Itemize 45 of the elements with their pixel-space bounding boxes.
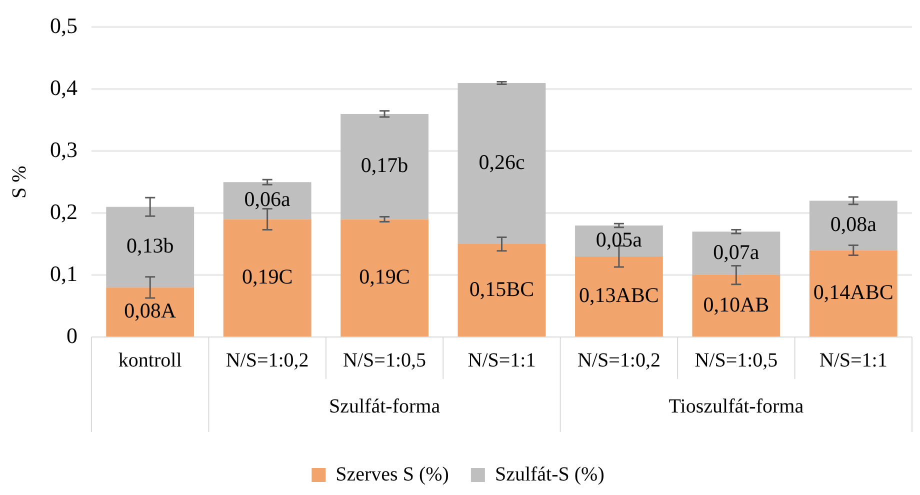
y-tick-label: 0,3	[50, 136, 78, 162]
x-tick-label: N/S=1:0,2	[226, 349, 309, 372]
data-label: 0,10AB	[703, 292, 770, 316]
data-label: 0,08a	[830, 212, 878, 236]
y-axis-title: S %	[8, 166, 30, 198]
text: Tioszulfát-forma	[668, 395, 804, 418]
bar	[223, 219, 312, 336]
bar	[340, 219, 428, 336]
bar	[106, 287, 194, 336]
bar	[458, 82, 546, 244]
y-tick-label: 0,1	[50, 260, 78, 286]
bar	[809, 250, 898, 336]
data-label: 0,05a	[596, 227, 643, 252]
legend-label: Szulfát-S (%)	[494, 463, 604, 486]
data-label: 0,19C	[359, 264, 410, 288]
text: Szulfát-forma	[328, 395, 440, 418]
data-label: 0,17b	[360, 153, 408, 178]
data-label: 0,15BC	[469, 276, 534, 301]
data-label: 0,13ABC	[578, 282, 659, 307]
data-label: 0,26c	[478, 150, 525, 174]
y-tick-label: 0	[66, 322, 78, 348]
bar	[692, 232, 780, 276]
bar	[458, 244, 546, 336]
x-tick-label: N/S=1:0,5	[343, 349, 426, 372]
bar	[575, 256, 663, 336]
bar	[106, 206, 194, 288]
data-label: 0,06a	[244, 187, 292, 212]
legend-label: Szerves S (%)	[336, 463, 449, 486]
data-label: 0,07a	[713, 240, 760, 264]
bar	[692, 275, 780, 336]
x-tick-label: N/S=1:0,2	[577, 349, 660, 372]
y-tick-label: 0,2	[50, 198, 78, 224]
bar	[340, 114, 428, 220]
y-tick-label: 0,4	[50, 74, 78, 100]
data-label: 0,08A	[124, 298, 177, 322]
x-tick-label: N/S=1:1	[819, 349, 888, 372]
bar	[223, 182, 312, 220]
x-tick-label: N/S=1:0,5	[694, 349, 778, 372]
x-tick-label: kontroll	[118, 349, 182, 372]
bar	[809, 200, 898, 250]
data-label: 0,14ABC	[813, 280, 894, 304]
data-label: 0,19C	[242, 264, 293, 288]
x-tick-label: N/S=1:1	[468, 349, 536, 372]
y-tick-label: 0,5	[50, 12, 78, 38]
data-label: 0,13b	[126, 234, 174, 258]
